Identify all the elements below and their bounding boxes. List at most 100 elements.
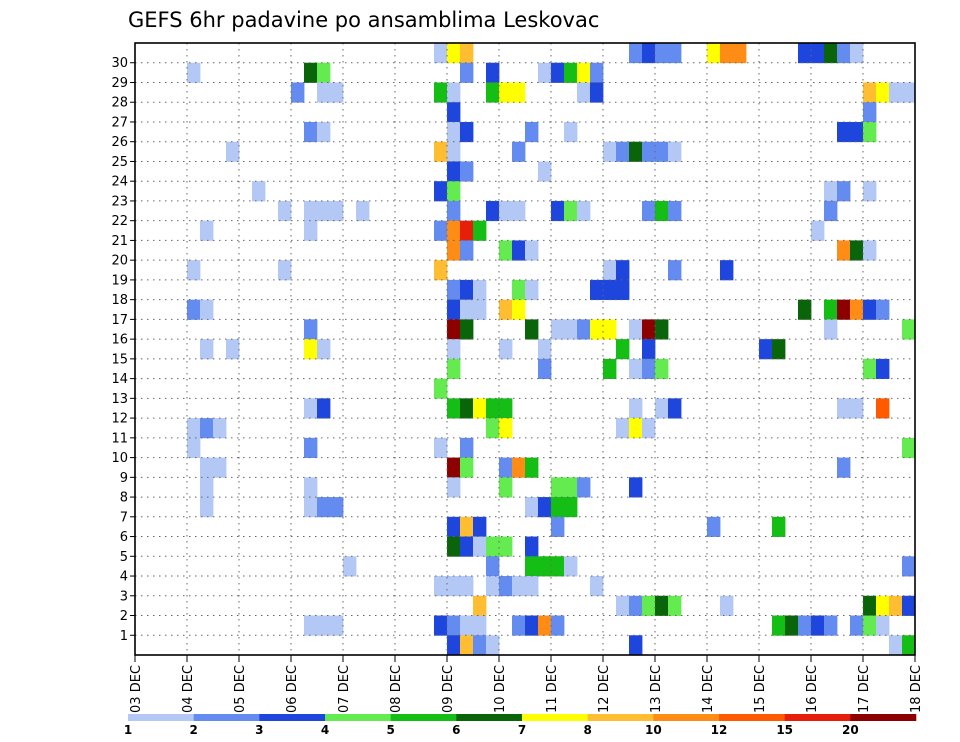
legend-swatch-11 <box>850 714 917 721</box>
cell-180 <box>616 418 630 439</box>
cell-152 <box>772 339 786 360</box>
legend-label-1: 2 <box>189 723 197 737</box>
xtick-label-15: 18 DEC <box>909 665 924 713</box>
cell-40 <box>863 102 877 123</box>
cell-18 <box>460 62 474 83</box>
cell-70 <box>304 200 318 222</box>
cell-133 <box>564 319 578 340</box>
heatmap-cells <box>187 43 916 656</box>
cell-118 <box>460 299 474 320</box>
cell-190 <box>447 457 461 478</box>
cell-233 <box>460 576 474 597</box>
cell-186 <box>460 437 474 458</box>
cell-219 <box>460 536 474 557</box>
cell-274 <box>889 635 903 656</box>
cell-45 <box>525 121 539 143</box>
cell-145 <box>317 339 331 360</box>
cell-122 <box>798 299 812 320</box>
cell-270 <box>460 635 474 656</box>
cell-80 <box>577 200 591 222</box>
cell-38 <box>902 82 916 103</box>
cell-41 <box>304 121 318 143</box>
cell-68 <box>863 181 877 202</box>
cell-126 <box>863 299 877 320</box>
cell-254 <box>447 615 461 636</box>
cell-19 <box>486 62 500 83</box>
xtick-label-0: 03 DEC <box>129 665 144 713</box>
ytick-label-24: 24 <box>111 175 128 190</box>
cell-89 <box>460 220 474 241</box>
cell-76 <box>499 200 513 222</box>
cell-149 <box>616 339 630 360</box>
ytick-label-28: 28 <box>111 96 128 111</box>
legend-label-11: 20 <box>842 723 859 737</box>
cell-81 <box>642 200 656 222</box>
cell-43 <box>447 121 461 143</box>
cell-61 <box>460 161 474 182</box>
cell-198 <box>447 477 461 498</box>
legend-label-3: 4 <box>321 723 329 737</box>
cell-200 <box>551 477 565 498</box>
cell-153 <box>447 358 461 380</box>
legend-label-10: 15 <box>776 723 793 737</box>
cell-106 <box>720 260 734 281</box>
cell-90 <box>473 220 487 241</box>
cell-206 <box>317 497 331 518</box>
cell-120 <box>499 299 513 320</box>
cell-269 <box>447 635 461 656</box>
cell-79 <box>564 200 578 222</box>
cell-37 <box>889 82 903 103</box>
cell-130 <box>460 319 474 340</box>
cell-96 <box>525 240 539 261</box>
cell-28 <box>434 82 448 103</box>
ytick-label-14: 14 <box>111 372 128 387</box>
cell-225 <box>486 556 500 577</box>
cell-167 <box>486 398 500 419</box>
ytick-label-11: 11 <box>111 431 128 446</box>
cell-16 <box>304 62 318 83</box>
cell-125 <box>850 299 864 320</box>
cell-213 <box>460 516 474 537</box>
ytick-label-2: 2 <box>120 609 128 624</box>
cell-176 <box>200 418 214 439</box>
y-axis: 1234567891011121314151617181920212223242… <box>111 56 135 644</box>
ytick-label-19: 19 <box>111 273 128 288</box>
cell-221 <box>486 536 500 557</box>
cell-253 <box>434 615 448 636</box>
cell-115 <box>187 299 201 320</box>
cell-44 <box>460 121 474 143</box>
cell-86 <box>304 220 318 241</box>
cell-255 <box>460 615 474 636</box>
cell-232 <box>447 576 461 597</box>
cell-58 <box>655 141 669 162</box>
cell-31 <box>499 82 513 103</box>
cell-34 <box>590 82 604 103</box>
cell-211 <box>564 497 578 518</box>
cell-178 <box>486 418 500 439</box>
xtick-label-7: 10 DEC <box>493 665 508 713</box>
cell-67 <box>837 181 851 202</box>
legend-label-0: 1 <box>124 723 132 737</box>
cell-251 <box>317 615 331 636</box>
cell-244 <box>668 595 682 616</box>
cell-141 <box>902 319 916 340</box>
cell-129 <box>447 319 461 340</box>
ytick-label-1: 1 <box>120 629 128 644</box>
cell-185 <box>434 437 448 458</box>
cell-11 <box>811 43 825 64</box>
cell-252 <box>330 615 344 636</box>
cell-134 <box>577 319 591 340</box>
cell-148 <box>538 339 552 360</box>
cell-85 <box>200 220 214 241</box>
cell-243 <box>655 595 669 616</box>
cell-165 <box>460 398 474 419</box>
cell-216 <box>707 516 721 537</box>
plot-frame <box>134 42 916 656</box>
cell-260 <box>551 615 565 636</box>
cell-242 <box>642 595 656 616</box>
cell-111 <box>525 279 539 301</box>
cell-230 <box>902 556 916 577</box>
cell-229 <box>564 556 578 577</box>
cell-169 <box>629 398 643 419</box>
legend-label-8: 10 <box>645 723 662 737</box>
